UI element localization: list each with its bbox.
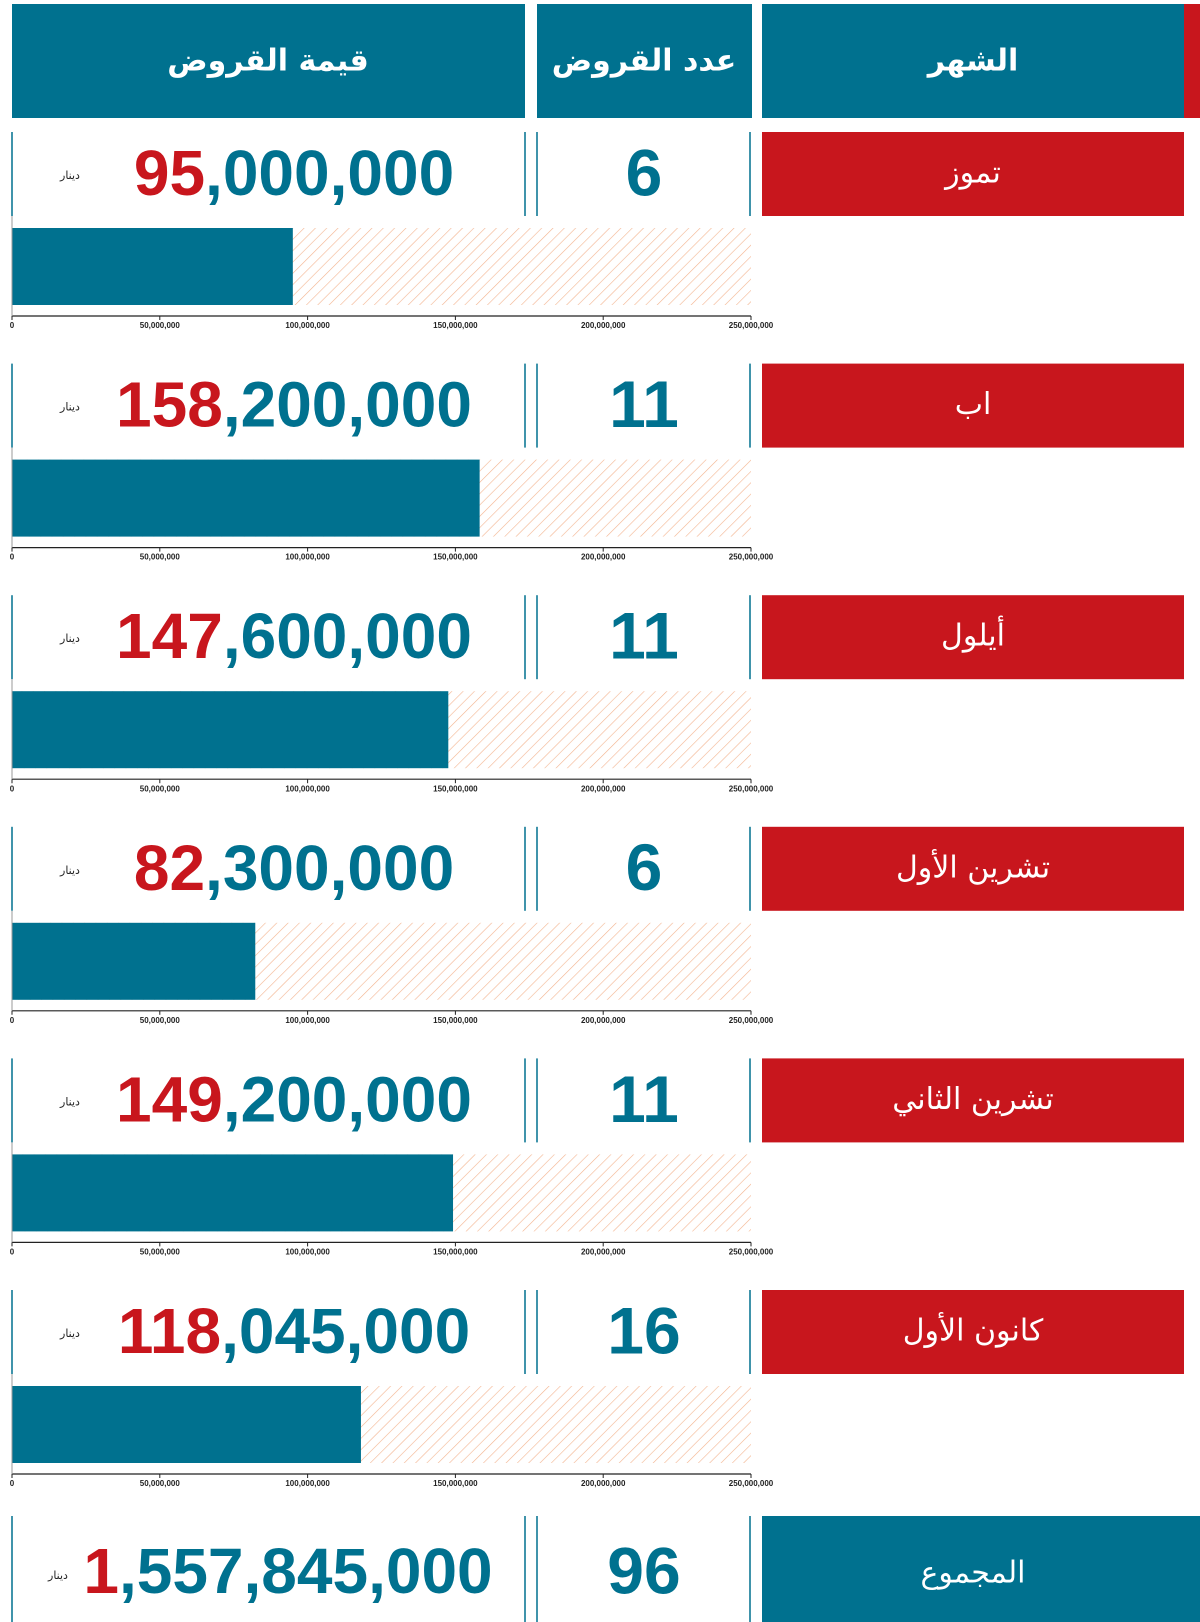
tick-label: 100,000,000	[285, 321, 330, 330]
tick-label: 50,000,000	[140, 784, 181, 793]
tick-label: 250,000,000	[729, 784, 774, 793]
bar	[12, 922, 256, 1000]
month-cell	[762, 1058, 1184, 1143]
count-value: 16	[607, 1293, 680, 1367]
bar	[12, 1154, 454, 1232]
tick-label: 50,000,000	[140, 1479, 181, 1488]
count-value: 6	[626, 830, 663, 904]
bar	[12, 459, 480, 537]
currency-label: دينار	[59, 632, 80, 645]
tick-label: 100,000,000	[285, 784, 330, 793]
bar	[12, 228, 293, 305]
tick-label: 200,000,000	[581, 1248, 626, 1257]
tick-label: 150,000,000	[433, 553, 478, 562]
tick-label: 200,000,000	[581, 321, 626, 330]
tick-label: 200,000,000	[581, 553, 626, 562]
tick-label: 250,000,000	[729, 1479, 774, 1488]
currency-label: دينار	[59, 1327, 80, 1340]
count-value: 11	[609, 1062, 679, 1136]
header-amount: قيمة القروض	[167, 44, 368, 79]
currency-label: دينار	[47, 1569, 68, 1582]
total-count: 96	[607, 1533, 680, 1607]
tick-label: 200,000,000	[581, 784, 626, 793]
month-cell	[762, 1290, 1184, 1374]
tick-label: 100,000,000	[285, 1016, 330, 1025]
amount-value: 95,000,000	[134, 137, 454, 209]
tick-label: 0	[10, 321, 15, 330]
tick-label: 0	[10, 1248, 15, 1257]
total-cell	[762, 1516, 1200, 1622]
tick-label: 200,000,000	[581, 1479, 626, 1488]
bar	[12, 1386, 361, 1463]
currency-label: دينار	[59, 169, 80, 182]
month-cell	[762, 363, 1184, 448]
month-label: تشرين الأول	[896, 847, 1050, 885]
currency-label: دينار	[59, 401, 80, 414]
tick-label: 50,000,000	[140, 1016, 181, 1025]
tick-label: 150,000,000	[433, 1479, 478, 1488]
header-cell	[537, 4, 752, 118]
tick-label: 150,000,000	[433, 321, 478, 330]
tick-label: 0	[10, 1016, 15, 1025]
amount-value: 1,557,845,000	[83, 1535, 492, 1607]
total-label: المجموع	[921, 1556, 1026, 1591]
amount-value: 147,600,000	[116, 600, 472, 672]
tick-label: 250,000,000	[729, 321, 774, 330]
tick-label: 100,000,000	[285, 1248, 330, 1257]
tick-label: 150,000,000	[433, 784, 478, 793]
count-value: 6	[626, 135, 663, 209]
tick-label: 0	[10, 553, 15, 562]
bar	[12, 691, 449, 769]
amount-value: 158,200,000	[116, 369, 472, 441]
tick-label: 250,000,000	[729, 1248, 774, 1257]
currency-label: دينار	[59, 864, 80, 877]
tick-label: 150,000,000	[433, 1016, 478, 1025]
month-label: تموز	[943, 156, 1001, 191]
amount-value: 149,200,000	[116, 1063, 472, 1135]
tick-label: 100,000,000	[285, 1479, 330, 1488]
tick-label: 200,000,000	[581, 1016, 626, 1025]
count-value: 11	[609, 367, 679, 441]
tick-label: 0	[10, 1479, 15, 1488]
month-label: اب	[955, 387, 992, 422]
tick-label: 250,000,000	[729, 1016, 774, 1025]
month-cell	[762, 132, 1184, 216]
accent-strip	[1184, 4, 1200, 118]
month-label: كانون الأول	[903, 1311, 1044, 1349]
tick-label: 50,000,000	[140, 321, 181, 330]
tick-label: 50,000,000	[140, 1248, 181, 1257]
header-cell	[12, 4, 525, 118]
tick-label: 250,000,000	[729, 553, 774, 562]
tick-label: 150,000,000	[433, 1248, 478, 1257]
tick-label: 0	[10, 784, 15, 793]
tick-label: 100,000,000	[285, 553, 330, 562]
month-cell	[762, 826, 1184, 911]
month-label: أيلول	[941, 615, 1005, 654]
tick-label: 50,000,000	[140, 553, 181, 562]
header-month: الشهر	[926, 44, 1019, 79]
header-count: عدد القروض	[552, 44, 736, 79]
header-cell	[762, 4, 1184, 118]
month-cell	[762, 595, 1184, 680]
amount-value: 118,045,000	[118, 1295, 470, 1367]
count-value: 11	[609, 599, 679, 673]
currency-label: دينار	[59, 1095, 80, 1108]
amount-value: 82,300,000	[134, 832, 454, 904]
month-label: تشرين الثاني	[892, 1082, 1053, 1117]
